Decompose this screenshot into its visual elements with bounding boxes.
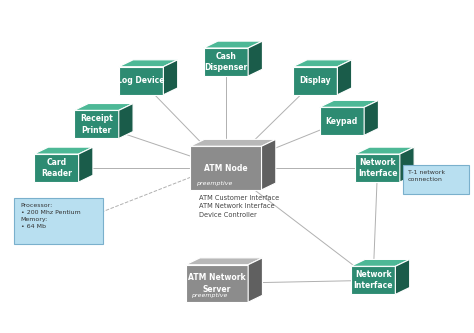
Polygon shape [190,140,276,146]
FancyBboxPatch shape [351,266,395,294]
Polygon shape [262,140,276,190]
Polygon shape [203,41,263,48]
Polygon shape [337,60,352,95]
Text: ATM Network: ATM Network [188,273,246,282]
Polygon shape [351,259,410,266]
FancyBboxPatch shape [319,107,364,135]
Text: Processor:
• 200 Mhz Pentium
Memory:
• 64 Mb: Processor: • 200 Mhz Pentium Memory: • 6… [21,203,81,229]
Text: Keypad: Keypad [326,117,358,126]
Text: Network: Network [359,158,396,167]
Text: Printer: Printer [82,126,111,135]
Text: Receipt: Receipt [80,114,113,123]
Text: Reader: Reader [41,169,72,178]
Text: Interface: Interface [358,169,397,178]
Text: Network: Network [355,270,392,279]
FancyBboxPatch shape [355,154,400,182]
Polygon shape [248,41,263,76]
FancyBboxPatch shape [186,265,248,302]
FancyBboxPatch shape [402,165,468,194]
Polygon shape [74,104,133,110]
Text: Server: Server [203,285,231,294]
Text: Display: Display [299,76,331,85]
Text: preemptive: preemptive [191,293,227,298]
Text: T-1 network
connection: T-1 network connection [408,169,445,181]
Polygon shape [293,60,352,67]
FancyBboxPatch shape [34,154,79,182]
Polygon shape [186,258,263,265]
FancyBboxPatch shape [190,146,262,190]
Text: ATM Node: ATM Node [204,164,247,172]
Text: Interface: Interface [353,281,393,290]
Polygon shape [364,100,378,135]
Text: ATM Customer Interface
ATM Network Interface
Device Controller: ATM Customer Interface ATM Network Inter… [199,194,279,217]
Text: preemptive: preemptive [196,180,232,185]
Polygon shape [355,147,414,154]
Text: Dispenser: Dispenser [204,63,247,72]
Polygon shape [400,147,414,182]
Polygon shape [34,147,93,154]
Text: Log Device: Log Device [118,76,165,85]
FancyBboxPatch shape [14,198,103,244]
FancyBboxPatch shape [203,48,248,76]
Polygon shape [119,60,178,67]
Text: Cash: Cash [215,52,236,61]
Polygon shape [119,104,133,139]
FancyBboxPatch shape [74,110,119,139]
Polygon shape [164,60,178,95]
Polygon shape [319,100,378,107]
Polygon shape [79,147,93,182]
FancyBboxPatch shape [119,67,164,95]
Polygon shape [248,258,263,302]
Text: Card: Card [46,158,66,167]
FancyBboxPatch shape [293,67,337,95]
Polygon shape [395,259,410,294]
